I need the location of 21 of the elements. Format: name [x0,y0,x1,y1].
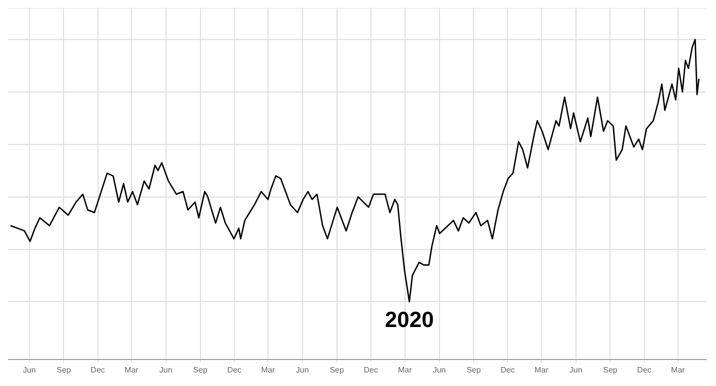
x-tick-label: Mar [124,365,139,374]
x-tick-label: Dec [364,365,378,374]
x-tick-label: Dec [227,365,242,374]
x-tick-label: Mar [671,365,686,374]
x-tick-label: Dec [90,365,105,374]
x-tick-label: Mar [398,365,412,374]
annotation: 2020 [384,306,434,332]
x-tick-label: Dec [637,365,652,374]
x-tick-label: Mar [534,365,549,374]
x-tick-label: Sep [330,365,344,374]
x-tick-label: Jun [159,365,172,374]
x-tick-label: Jun [22,365,36,374]
x-tick-label: Sep [193,365,208,374]
x-tick-label: Sep [466,365,482,374]
x-tick-label: Sep [603,365,618,374]
x-tick-label: Jun [432,365,446,374]
x-tick-label: Jun [569,365,582,374]
x-tick-label: Sep [56,365,72,374]
x-tick-label: Mar [261,365,276,374]
x-tick-label: Jun [296,365,309,374]
x-tick-label: Dec [500,365,515,374]
